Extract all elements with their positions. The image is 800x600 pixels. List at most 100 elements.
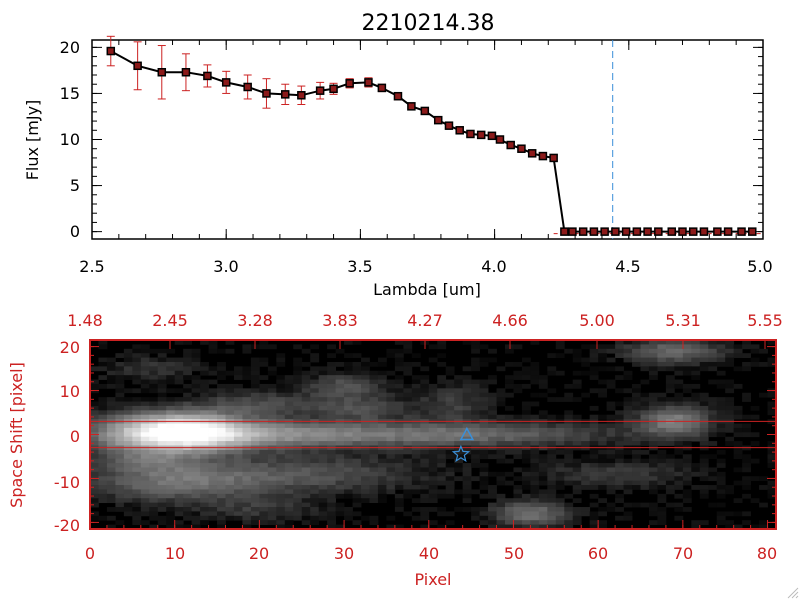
heatmap-cell xyxy=(623,388,633,394)
heatmap-cell xyxy=(377,449,387,455)
heatmap-cell xyxy=(183,436,193,442)
heatmap-cell xyxy=(132,476,142,482)
heatmap-cell xyxy=(191,348,201,354)
heatmap-cell xyxy=(242,467,252,473)
heatmap-cell xyxy=(233,370,243,376)
heatmap-cell xyxy=(699,471,709,477)
data-point xyxy=(476,130,486,140)
heatmap-cell xyxy=(394,432,404,438)
heatmap-cell xyxy=(716,427,726,433)
heatmap-cell xyxy=(157,414,167,420)
heatmap-cell xyxy=(665,502,675,508)
heatmap-cell xyxy=(132,489,142,495)
heatmap-cell xyxy=(166,427,176,433)
heatmap-cell xyxy=(98,449,108,455)
heatmap-cell xyxy=(174,441,184,446)
heatmap-cell xyxy=(310,379,320,385)
heatmap-cell xyxy=(276,493,286,499)
heatmap-cell xyxy=(657,511,667,517)
heatmap-cell xyxy=(386,410,396,416)
heatmap-cell xyxy=(233,392,243,398)
heatmap-cell xyxy=(538,410,548,416)
heatmap-cell xyxy=(217,515,226,521)
heatmap-cell xyxy=(682,383,692,389)
heatmap-cell xyxy=(733,410,743,416)
heatmap-cell xyxy=(310,392,320,398)
heatmap-cell xyxy=(547,436,557,442)
heatmap-cell xyxy=(445,467,455,473)
heatmap-cell xyxy=(589,524,599,530)
heatmap-cell xyxy=(454,392,464,398)
heatmap-cell xyxy=(488,511,497,517)
heatmap-cell xyxy=(589,414,599,420)
heatmap-cell xyxy=(598,507,608,512)
heatmap-cell xyxy=(191,405,201,411)
heatmap-cell xyxy=(344,370,353,376)
heatmap-cell xyxy=(217,454,226,460)
heatmap-cell xyxy=(733,414,743,420)
y-tick-label: -10 xyxy=(54,473,80,492)
heatmap-cell xyxy=(276,471,286,477)
heatmap-cell xyxy=(454,401,464,407)
heatmap-cell xyxy=(420,458,430,464)
heatmap-cell xyxy=(377,458,387,464)
heatmap-cell xyxy=(538,463,548,468)
heatmap-cell xyxy=(682,357,692,363)
heatmap-cell xyxy=(513,414,523,420)
heatmap-cell xyxy=(606,489,616,495)
heatmap-cell xyxy=(665,353,675,358)
heatmap-cell xyxy=(657,458,667,464)
heatmap-cell xyxy=(327,361,337,367)
heatmap-cell xyxy=(284,467,294,473)
heatmap-cell xyxy=(674,383,684,389)
image-tick-marks xyxy=(89,340,776,529)
heatmap-cell xyxy=(598,458,608,464)
heatmap-cell xyxy=(98,340,108,345)
heatmap-cell xyxy=(267,383,277,389)
heatmap-cell xyxy=(725,357,735,363)
heatmap-cell xyxy=(411,436,421,442)
heatmap-cell xyxy=(208,436,218,442)
heatmap-cell xyxy=(488,520,497,526)
heatmap-cell xyxy=(250,388,260,394)
heatmap-cell xyxy=(471,489,480,495)
heatmap-cell xyxy=(547,520,557,526)
heatmap-cell xyxy=(496,449,506,455)
top-tick-label: 2.45 xyxy=(152,311,188,330)
heatmap-cell xyxy=(174,467,184,473)
heatmap-cell xyxy=(538,502,548,508)
heatmap-cell xyxy=(149,467,159,473)
heatmap-cell xyxy=(217,493,226,499)
heatmap-cell xyxy=(115,397,125,402)
heatmap-cell xyxy=(479,485,489,490)
heatmap-cell xyxy=(174,507,184,512)
data-point xyxy=(181,67,191,77)
heatmap-cell xyxy=(267,449,277,455)
heatmap-cell xyxy=(716,401,726,407)
heatmap-cell xyxy=(250,502,260,508)
heatmap-cell xyxy=(454,454,464,460)
heatmap-cell xyxy=(115,507,125,512)
heatmap-cell xyxy=(640,436,650,442)
heatmap-cell xyxy=(174,524,184,530)
heatmap-cell xyxy=(157,370,167,376)
heatmap-cell xyxy=(369,392,379,398)
heatmap-cell xyxy=(157,410,167,416)
resize-grip-icon[interactable] xyxy=(787,587,799,599)
heatmap-cell xyxy=(327,370,337,376)
heatmap-cell xyxy=(708,397,718,402)
heatmap-cell xyxy=(682,432,692,438)
heatmap-cell xyxy=(157,392,167,398)
heatmap-cell xyxy=(242,480,252,486)
heatmap-cell xyxy=(174,375,184,380)
heatmap-cell xyxy=(106,423,116,429)
heatmap-cell xyxy=(572,436,582,442)
heatmap-cell xyxy=(488,471,497,477)
heatmap-cell xyxy=(606,383,616,389)
heatmap-cell xyxy=(411,467,421,473)
heatmap-cell xyxy=(403,397,413,402)
heatmap-cell xyxy=(217,520,226,526)
heatmap-cell xyxy=(606,441,616,446)
heatmap-cell xyxy=(98,357,108,363)
heatmap-cell xyxy=(420,485,430,490)
